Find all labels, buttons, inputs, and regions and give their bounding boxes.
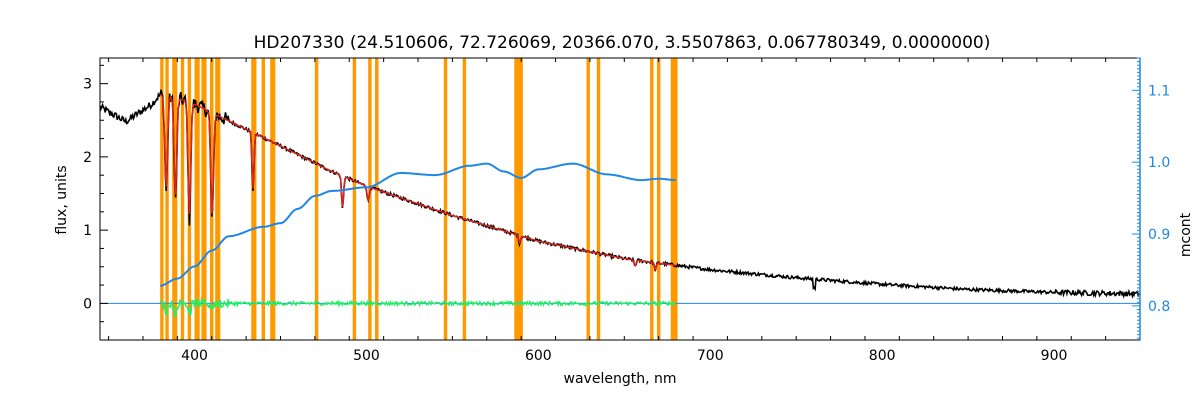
mask-band: [201, 58, 207, 340]
mask-band: [514, 58, 523, 340]
x-axis: 400 500 600 700 800 900: [108, 58, 1141, 364]
mask-band: [670, 58, 678, 340]
chart-title: HD207330 (24.510606, 72.726069, 20366.07…: [254, 33, 991, 53]
mask-band: [251, 58, 257, 340]
x-tick-label: 400: [181, 348, 208, 364]
mcont-layer: [160, 162, 676, 287]
mask-band: [180, 58, 185, 340]
x-tick-label: 600: [525, 348, 552, 364]
y-tick-label: 0: [83, 296, 92, 312]
x-tick-label: 900: [1041, 348, 1068, 364]
y2-tick-label: 0.9: [1148, 227, 1170, 243]
residual-layer: [159, 296, 677, 320]
mask-band: [375, 58, 379, 340]
x-tick-label: 800: [869, 348, 896, 364]
mcont-line: [160, 162, 676, 287]
mask-band: [215, 58, 221, 340]
mask-band: [270, 58, 276, 340]
y-axis-title: flux, units: [54, 165, 70, 234]
mask-band: [443, 58, 448, 340]
mask-band: [160, 58, 164, 340]
mask-band: [352, 58, 357, 340]
mask-band: [596, 58, 601, 340]
y2-axis: 0.8 0.9 1.0 1.1: [1132, 57, 1170, 340]
y-axis: 0 1 2 3: [83, 64, 108, 341]
mask-band: [586, 58, 590, 340]
x-tick-label: 700: [697, 348, 724, 364]
mask-band: [314, 58, 319, 340]
mask-band: [656, 58, 661, 340]
y-tick-label: 1: [83, 223, 92, 239]
mask-band: [368, 58, 372, 340]
y2-tick-label: 1.1: [1148, 83, 1170, 99]
mask-band: [261, 58, 266, 340]
mask-bands: [160, 58, 678, 340]
x-tick-label: 500: [353, 348, 380, 364]
mask-band: [165, 58, 169, 340]
model-spectrum-line: [159, 93, 676, 272]
y2-axis-title: mcont: [1178, 212, 1194, 257]
model-spectrum-layer: [159, 93, 676, 272]
y2-tick-label: 0.8: [1148, 299, 1170, 315]
x-axis-title: wavelength, nm: [564, 371, 677, 387]
y-tick-label: 3: [83, 77, 92, 93]
y2-tick-label: 1.0: [1148, 155, 1170, 171]
mask-band: [194, 58, 200, 340]
y-tick-label: 2: [83, 150, 92, 166]
mask-band: [172, 58, 178, 340]
mask-band: [650, 58, 654, 340]
mask-band: [462, 58, 467, 340]
residual-line: [159, 296, 677, 320]
